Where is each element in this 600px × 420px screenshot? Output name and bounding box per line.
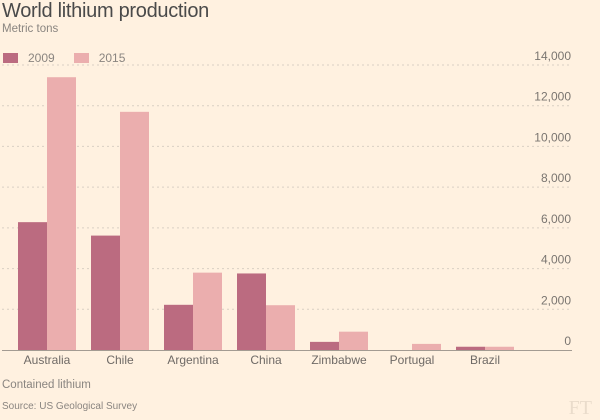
- x-category-label: Chile: [106, 353, 134, 367]
- legend-label-2015: 2015: [98, 51, 126, 65]
- x-category-label: Brazil: [470, 353, 500, 367]
- x-category-label: Australia: [24, 353, 71, 367]
- bar-zimbabwe-2015: [339, 331, 368, 350]
- legend-item-2015: 2015: [73, 51, 126, 65]
- x-category-label: Argentina: [167, 353, 219, 367]
- bar-australia-2015: [47, 77, 76, 350]
- bar-brazil-2009: [456, 346, 485, 350]
- legend-item-2009: 2009: [3, 51, 55, 65]
- x-axis-categories: Australia Chile Argentina China Zimbabwe Port…: [24, 353, 500, 367]
- bar-zimbabwe-2009: [310, 341, 339, 350]
- legend-swatch-2015: [73, 53, 89, 63]
- ft-logo: FT: [568, 397, 592, 419]
- source-note: Source: US Geological Survey: [2, 401, 138, 412]
- y-tick-label: 10,000: [534, 130, 571, 144]
- gridlines: [2, 64, 572, 310]
- bar-chile-2015: [120, 111, 149, 350]
- chart-subtitle: Metric tons: [2, 23, 59, 35]
- bar-china-2015: [266, 305, 295, 350]
- bar-brazil-2015: [485, 346, 514, 350]
- bar-portugal-2015: [412, 343, 441, 350]
- bar-australia-2009: [18, 222, 47, 350]
- y-tick-label: 6,000: [541, 212, 571, 226]
- y-tick-label: 0: [564, 334, 571, 348]
- x-category-label: China: [250, 353, 282, 367]
- y-tick-label: 4,000: [541, 253, 571, 267]
- y-axis-ticks: 0 2,000 4,000 6,000 8,000 10,000 12,000 14,000: [534, 49, 571, 348]
- legend-swatch-2009: [3, 53, 18, 63]
- legend-label-2009: 2009: [28, 51, 55, 65]
- y-tick-label: 8,000: [541, 171, 571, 185]
- footnote: Contained lithium: [2, 379, 91, 391]
- y-tick-label: 14,000: [534, 49, 571, 63]
- legend: 2009 2015: [3, 51, 144, 65]
- x-category-label: Portugal: [390, 353, 435, 367]
- bars: [18, 77, 514, 350]
- y-tick-label: 12,000: [534, 90, 571, 104]
- x-category-label: Zimbabwe: [311, 353, 367, 367]
- bar-china-2009: [237, 273, 266, 350]
- y-tick-label: 2,000: [541, 293, 571, 307]
- chart-title: World lithium production: [2, 0, 209, 22]
- bar-argentina-2009: [164, 304, 193, 350]
- bar-chile-2009: [91, 235, 120, 350]
- bar-argentina-2015: [193, 272, 222, 350]
